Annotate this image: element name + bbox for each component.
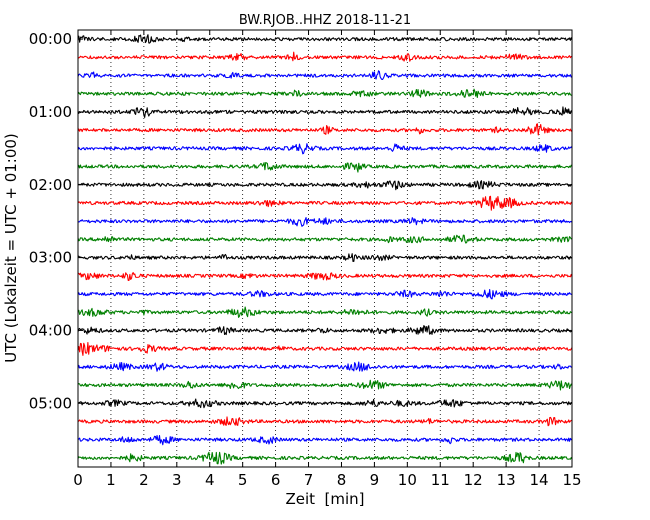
y-axis-label: UTC (Lokalzeit = UTC + 01:00) — [2, 133, 20, 363]
trace-0245 — [77, 234, 573, 244]
x-axis-label: Zeit [min] — [285, 490, 364, 508]
trace-0400 — [77, 325, 573, 336]
seismogram-traces — [77, 34, 573, 465]
trace-0015 — [77, 51, 573, 62]
trace-0030 — [77, 70, 573, 81]
x-tick-label: 9 — [370, 471, 380, 489]
chart-title: BW.RJOB..HHZ 2018-11-21 — [239, 13, 411, 28]
trace-0200 — [77, 180, 573, 191]
trace-0115 — [77, 123, 573, 136]
trace-0545 — [77, 451, 573, 465]
x-tick-label: 6 — [271, 471, 281, 489]
x-tick-label: 12 — [464, 471, 483, 489]
trace-0515 — [77, 416, 573, 427]
trace-0045 — [77, 88, 573, 99]
y-tick-label: 02:00 — [29, 176, 72, 194]
x-axis-ticks: 0 1 2 3 4 5 6 7 8 9 10 11 12 13 14 15 — [73, 30, 582, 489]
x-tick-label: 10 — [398, 471, 417, 489]
y-tick-label: 00:00 — [29, 30, 72, 48]
trace-0100 — [77, 106, 573, 118]
trace-0000 — [77, 34, 573, 44]
trace-0530 — [77, 435, 573, 446]
x-tick-label: 4 — [205, 471, 215, 489]
trace-0145 — [77, 162, 573, 173]
plot-frame — [77, 29, 573, 468]
trace-0215 — [77, 195, 573, 211]
trace-0430 — [77, 361, 573, 372]
trace-0315 — [77, 272, 573, 282]
x-tick-label: 15 — [562, 471, 581, 489]
grid-lines — [110, 30, 540, 467]
x-tick-label: 8 — [337, 471, 347, 489]
trace-0330 — [77, 289, 573, 300]
trace-0500 — [77, 398, 573, 409]
x-tick-label: 13 — [497, 471, 516, 489]
x-tick-label: 2 — [139, 471, 149, 489]
x-tick-label: 0 — [73, 471, 83, 489]
x-tick-label: 1 — [106, 471, 116, 489]
y-tick-label: 05:00 — [29, 394, 72, 412]
y-tick-label: 03:00 — [29, 249, 72, 267]
x-tick-label: 14 — [530, 471, 549, 489]
trace-0445 — [77, 379, 573, 391]
x-tick-label: 3 — [172, 471, 182, 489]
x-tick-label: 7 — [304, 471, 314, 489]
trace-0415 — [77, 341, 573, 356]
x-tick-label: 5 — [238, 471, 248, 489]
trace-0300 — [77, 253, 573, 263]
trace-0230 — [77, 217, 573, 227]
trace-0130 — [77, 143, 573, 155]
y-tick-label: 04:00 — [29, 321, 72, 339]
trace-0345 — [77, 306, 573, 318]
x-tick-label: 11 — [431, 471, 450, 489]
y-axis-ticks: 00:00 01:00 02:00 03:00 04:00 05:00 — [29, 30, 572, 412]
y-tick-label: 01:00 — [29, 103, 72, 121]
